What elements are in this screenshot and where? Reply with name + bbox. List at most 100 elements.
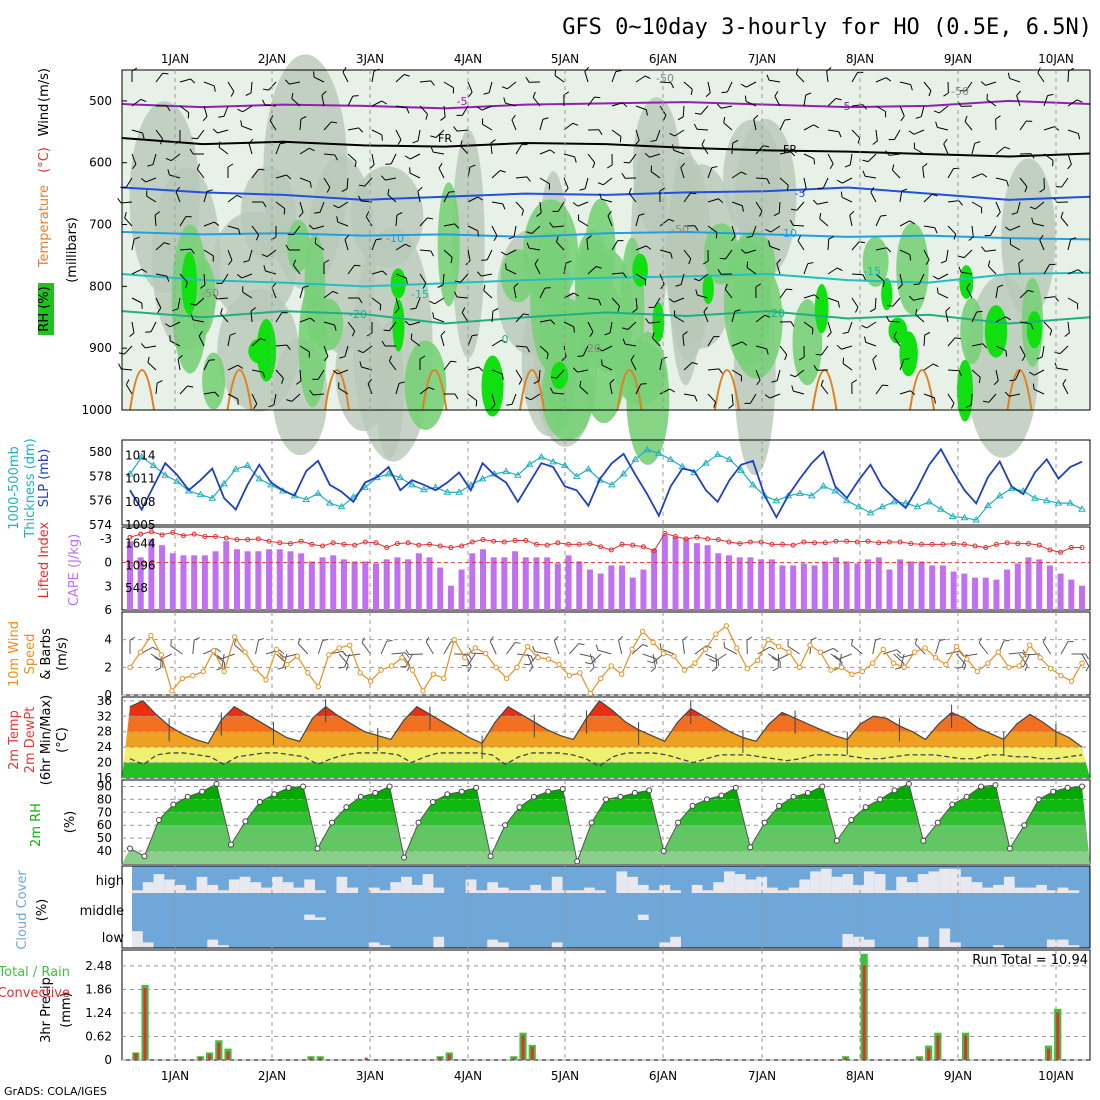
wind-barb — [179, 105, 190, 119]
wind-barb-flag — [885, 315, 890, 322]
wind-barb — [387, 188, 397, 203]
wind-barb — [1067, 297, 1079, 310]
lifted-index-point — [812, 540, 818, 546]
cape-bar — [768, 559, 775, 610]
wind-barb-shaft — [899, 390, 911, 395]
rh-shading-green — [960, 297, 984, 365]
wind-barb — [323, 177, 331, 193]
wind-barb-shaft — [242, 291, 253, 299]
rh2m-point — [386, 783, 393, 790]
wind-barb-flag — [572, 122, 579, 126]
wind-barb — [515, 313, 530, 323]
wind-barb-shaft — [990, 225, 997, 236]
wind-barb — [851, 129, 861, 144]
rh-shading-bright — [481, 355, 504, 417]
wind-barb-flag — [381, 134, 383, 141]
wind-barb — [292, 259, 301, 275]
wind-barb-shaft — [491, 369, 503, 375]
wind-barb-shaft — [371, 270, 383, 275]
cape-bar — [244, 551, 251, 610]
thickness-point — [878, 502, 887, 510]
surface-barb-flag — [811, 637, 817, 641]
cloud-cell-high — [132, 890, 143, 893]
bottom-xtick-label: 6JAN — [649, 1069, 677, 1083]
wind-barb-flag — [623, 161, 630, 164]
cloud-cell-high — [336, 876, 348, 893]
wind-barb-flag — [595, 266, 602, 269]
wind-barb-flag — [501, 373, 504, 380]
wind-barb-flag — [242, 286, 244, 293]
cape-bar — [715, 553, 722, 610]
wind-barb-flag — [1054, 351, 1061, 355]
wind-barb-flag — [842, 357, 845, 364]
wind-barb-flag — [807, 262, 814, 265]
lifted-index-point — [148, 529, 154, 535]
wind-barb-shaft — [827, 238, 830, 251]
cape-bar — [415, 553, 422, 610]
wind-barb-shaft — [827, 97, 837, 107]
isotherm-line — [121, 137, 1091, 158]
thickness-point — [255, 474, 264, 482]
wind10-point — [409, 667, 416, 673]
wind-barb-flag — [165, 157, 172, 162]
rh-band — [122, 851, 1090, 864]
cloud-cell-high — [1003, 876, 1015, 893]
thickness-point — [184, 487, 193, 494]
surface-barb-shaft — [660, 648, 675, 655]
wind-barb-flag — [367, 378, 373, 385]
wind-barb-shaft — [674, 129, 685, 137]
surface-barb-shaft — [569, 643, 580, 655]
cape-bar — [351, 561, 358, 610]
wind-barb-shaft — [227, 335, 231, 347]
wind-barb-flag — [422, 283, 427, 289]
rh2m-point — [328, 819, 335, 826]
surface-wind-barb — [895, 653, 905, 670]
wind-barb-shaft — [918, 273, 925, 285]
wind-barb-flag — [572, 202, 579, 207]
wind-barb-shaft — [395, 243, 406, 251]
wind-barb-flag — [1039, 188, 1045, 193]
wind-barb-shaft — [170, 153, 181, 162]
wind-barb-shaft — [203, 359, 210, 371]
surface-barb-flag — [215, 648, 222, 653]
wind-barb-flag — [218, 141, 221, 148]
wind-barb — [1019, 153, 1035, 159]
wind-barb-flag — [314, 237, 317, 244]
wind-barb-flag — [312, 378, 319, 380]
wind-barb-shaft — [755, 369, 761, 381]
wind-barb — [674, 310, 685, 323]
wind-barb-flag — [829, 163, 834, 169]
thickness-point — [502, 467, 510, 475]
wind-barb — [491, 225, 498, 242]
surface-barb-flag — [216, 667, 223, 671]
surface-barb-shaft — [787, 645, 800, 655]
wind-barb-flag — [1039, 234, 1044, 241]
wind-barb-flag — [1060, 211, 1064, 218]
upper-air-ytick: 700 — [89, 218, 112, 232]
lifted-index-point — [1026, 541, 1032, 547]
wind-barb — [813, 364, 829, 371]
wind-barb-shaft — [963, 249, 973, 259]
cape-bar — [373, 563, 380, 610]
wind-barb — [218, 105, 229, 118]
cloud-cell-high — [261, 887, 272, 893]
thickness-point — [796, 489, 804, 496]
wind-barb-flag — [286, 174, 292, 180]
thickness-point — [866, 508, 875, 516]
wind10-point — [242, 649, 248, 655]
wind-barb-flag — [645, 318, 650, 324]
wind-barb — [971, 141, 981, 155]
rh2m-point — [877, 796, 884, 803]
wind-barb-flag — [811, 328, 814, 335]
precip-convective-bar — [438, 1056, 442, 1060]
wind-barb — [744, 95, 757, 107]
cloud-cell-high — [271, 876, 283, 893]
cloud-cell-high — [497, 887, 509, 893]
wind10-point — [870, 660, 876, 666]
wind-barb-flag — [694, 225, 699, 232]
wind-barb-flag — [594, 96, 601, 99]
wind-barb — [275, 201, 286, 215]
bottom-xtick-label: 1JAN — [161, 1069, 189, 1083]
wind-barb-flag — [379, 304, 382, 311]
wind-barb — [131, 297, 143, 309]
